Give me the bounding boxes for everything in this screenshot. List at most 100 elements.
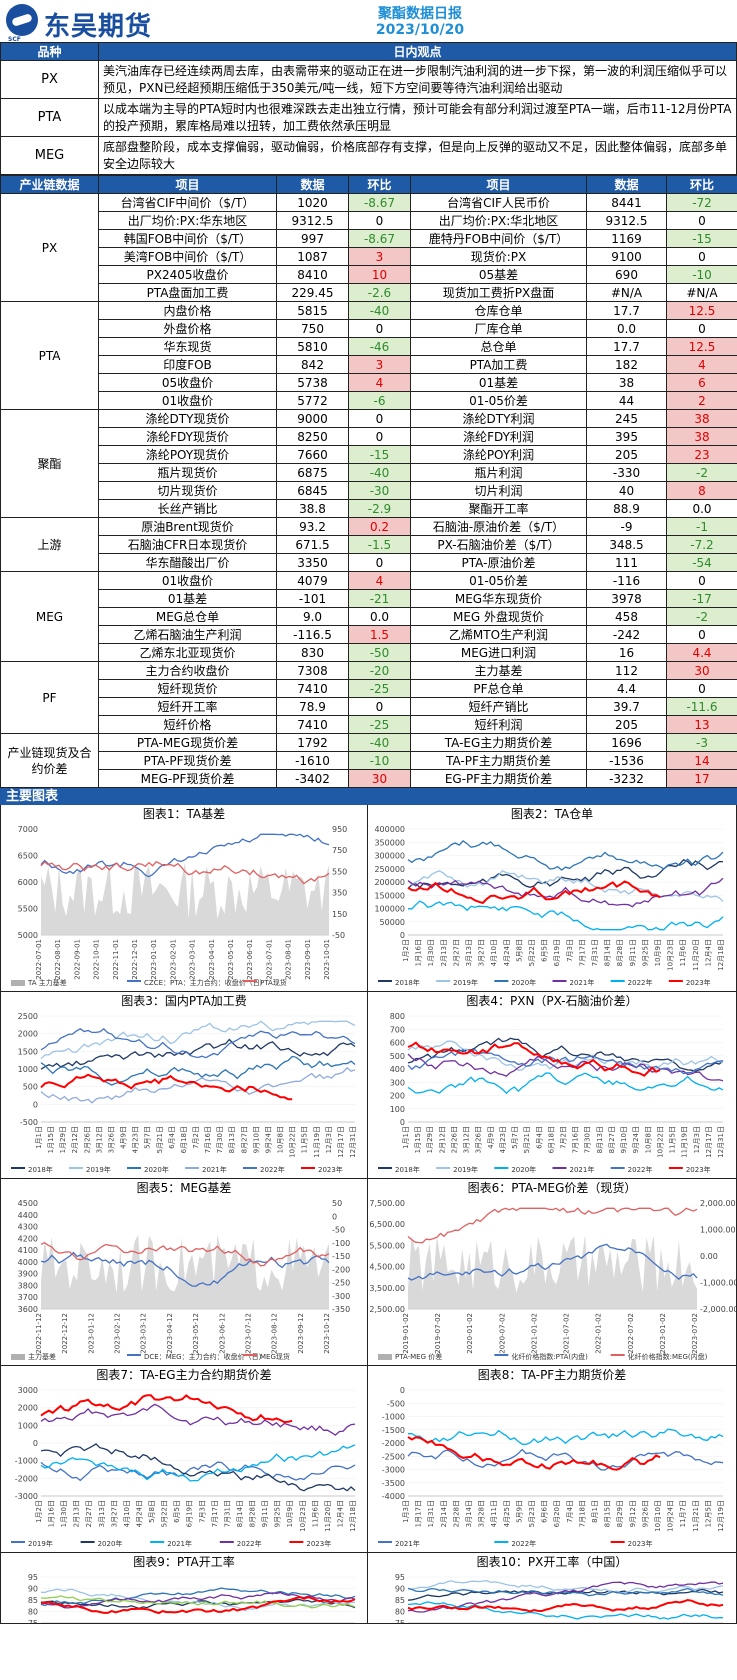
legend-label: 2022年 [628, 978, 653, 987]
x-tick-label: 11月6日 [679, 939, 687, 966]
y-tick-label: 3600 [18, 1305, 38, 1314]
item-name: 涤纶DTY现货价 [98, 409, 277, 428]
item-name: 涤纶DTY利润 [410, 409, 587, 428]
item-name: 内盘价格 [98, 301, 277, 320]
table-row: 华东醋酸出厂价 3350 0 PTA-原油价差 111 -54 [1, 553, 737, 572]
table-row: 美湾FOB中间价（$/T） 1087 3 现货价:PX 9100 0 [1, 247, 737, 266]
item-change: 0 [348, 211, 411, 230]
table-row: 外盘价格 750 0 厂库仓单 0.0 0 [1, 319, 737, 338]
series-line [40, 1443, 356, 1492]
x-tick-label: 10月8日 [644, 1126, 652, 1153]
x-tick-label: 10月8日 [277, 1126, 285, 1153]
chart-title: 图表1：TA基差 [142, 807, 226, 821]
item-value: -101 [276, 589, 349, 608]
item-change: 0 [666, 247, 737, 266]
x-tick-label: 8月15日 [604, 1500, 612, 1527]
y-tick-label: -3500 [382, 1479, 405, 1488]
x-tick-label: 2022-11-01 [112, 939, 120, 980]
x-tick-label: 11月5日 [301, 1126, 309, 1153]
table-row: 韩国FOB中间价（$/T） 997 -8.67 鹿特丹FOB中间价（$/T） 1169-… [1, 229, 737, 248]
x-tick-label: 2023-09-12 [297, 1313, 305, 1354]
x-tick-label: 2月26日 [450, 1126, 458, 1153]
chart-panel: 图表8：TA-PF主力期货价差 0 -500 -1000 -1500 -2000 -2500… [368, 1366, 737, 1553]
item-value: 7308 [276, 661, 349, 680]
legend-swatch [552, 1167, 567, 1169]
x-tick-label: 5月9日 [515, 1500, 523, 1523]
x-tick-label: 3月26日 [107, 1126, 115, 1153]
x-tick-label: 1月16日 [415, 939, 423, 966]
item-change: 30 [666, 661, 737, 680]
x-tick-label: 1月30日 [427, 939, 435, 966]
item-change: 13 [666, 715, 737, 734]
item-change: 30 [348, 769, 411, 788]
y-tick-label: -500 [20, 1118, 38, 1127]
logo-emblem-icon [6, 4, 38, 36]
item-value: 1792 [276, 733, 349, 752]
y-tick-label: 5,500.00 [369, 1241, 405, 1250]
item-value: 88.9 [586, 499, 667, 518]
x-tick-label: 7月4日 [566, 1500, 574, 1523]
item-name: 乙烯东北亚现货价 [98, 643, 277, 662]
x-tick-label: 9月25日 [274, 1500, 282, 1527]
x-tick-label: 7月31日 [223, 1500, 231, 1527]
series-line [407, 1048, 724, 1075]
item-name: 石脑油CFR日本现货价 [98, 535, 277, 554]
x-tick-label: 9月26日 [641, 1500, 649, 1527]
x-tick-label: 3月12日 [95, 1126, 103, 1153]
item-value: 1020 [276, 193, 349, 212]
table-row: PTA-PF现货价差 -1610 -10 TA-PF主力期货价差 -1536 14 [1, 751, 737, 770]
item-change: -30 [348, 481, 411, 500]
y-tick-label: -2500 [382, 1452, 405, 1461]
series-line [40, 1444, 356, 1482]
x-tick-label: 7月17日 [211, 1500, 219, 1527]
x-tick-label: 2023-05-01 [227, 939, 235, 980]
legend-swatch [378, 1167, 392, 1169]
y2-tick-label: 0 [332, 1212, 337, 1221]
item-change: 38 [666, 409, 737, 428]
series-line [40, 1394, 293, 1424]
x-tick-label: 1月17日 [415, 1500, 423, 1527]
item-change: 6 [666, 373, 737, 392]
item-name: MEG华东现货价 [410, 589, 587, 608]
legend-swatch [610, 980, 625, 982]
item-value: 9312.5 [586, 211, 667, 230]
y-tick-label: 1000 [18, 1065, 38, 1074]
y2-tick-label: -100 [332, 1239, 350, 1248]
series-line [40, 1251, 330, 1287]
series-line [407, 859, 724, 889]
item-change: -21 [348, 589, 411, 608]
x-tick-label: 7月17日 [578, 939, 586, 966]
x-tick-label: 2022-10-01 [93, 939, 101, 980]
y-tick-label: 500 [23, 1083, 38, 1092]
x-tick-label: 2023-10-01 [323, 939, 331, 980]
legend-label: 2023年 [686, 978, 711, 987]
y2-tick-label: -2,000.00 [700, 1305, 737, 1314]
chart-svg: 400000 350000 300000 250000 200000 150000 1000… [374, 825, 725, 987]
column-header: 数据 [586, 175, 667, 194]
table-row: PX 台湾省CIF中间价（$/T） 1020 -8.67 台湾省CIF人民币价 8441-… [0, 193, 737, 302]
item-value: 38 [586, 373, 667, 392]
chart-panel: 图表5：MEG基差 4500 4400 4300 4200 4100 4000 3900 380… [0, 1179, 368, 1366]
group-label: 聚酯 [0, 409, 99, 518]
item-change: 12.5 [666, 301, 737, 320]
x-tick-label: 5月8日 [515, 939, 523, 962]
x-tick-label: 6月4日 [168, 1126, 176, 1149]
x-tick-label: 3月27日 [110, 1500, 118, 1527]
x-tick-label: 12月4日 [336, 1500, 344, 1527]
y-tick-label: 3900 [18, 1270, 38, 1279]
legend-swatch [80, 1541, 95, 1543]
chart-grid: 图表1：TA基差 7000 6500 6000 5500 5000 950 750 550 350… [0, 805, 737, 1624]
chart-panel: 图表10：PX开工率（中国） 95 90 85 80 75 [368, 1553, 737, 1624]
item-change: -40 [348, 301, 411, 320]
item-value: 9100 [586, 247, 667, 266]
legend-swatch [610, 1167, 625, 1169]
series-line [40, 1588, 355, 1612]
table-row: MEG总仓单 9.0 0.0 MEG 外盘现货价 458 -2 [1, 607, 737, 626]
table-row: PX2405收盘价 8410 10 05基差 690 -10 [1, 265, 737, 284]
legend-swatch [243, 1167, 257, 1169]
series-line [40, 1461, 356, 1482]
item-change: 0 [348, 697, 411, 716]
item-name: 乙烯MTO生产利润 [410, 625, 587, 644]
